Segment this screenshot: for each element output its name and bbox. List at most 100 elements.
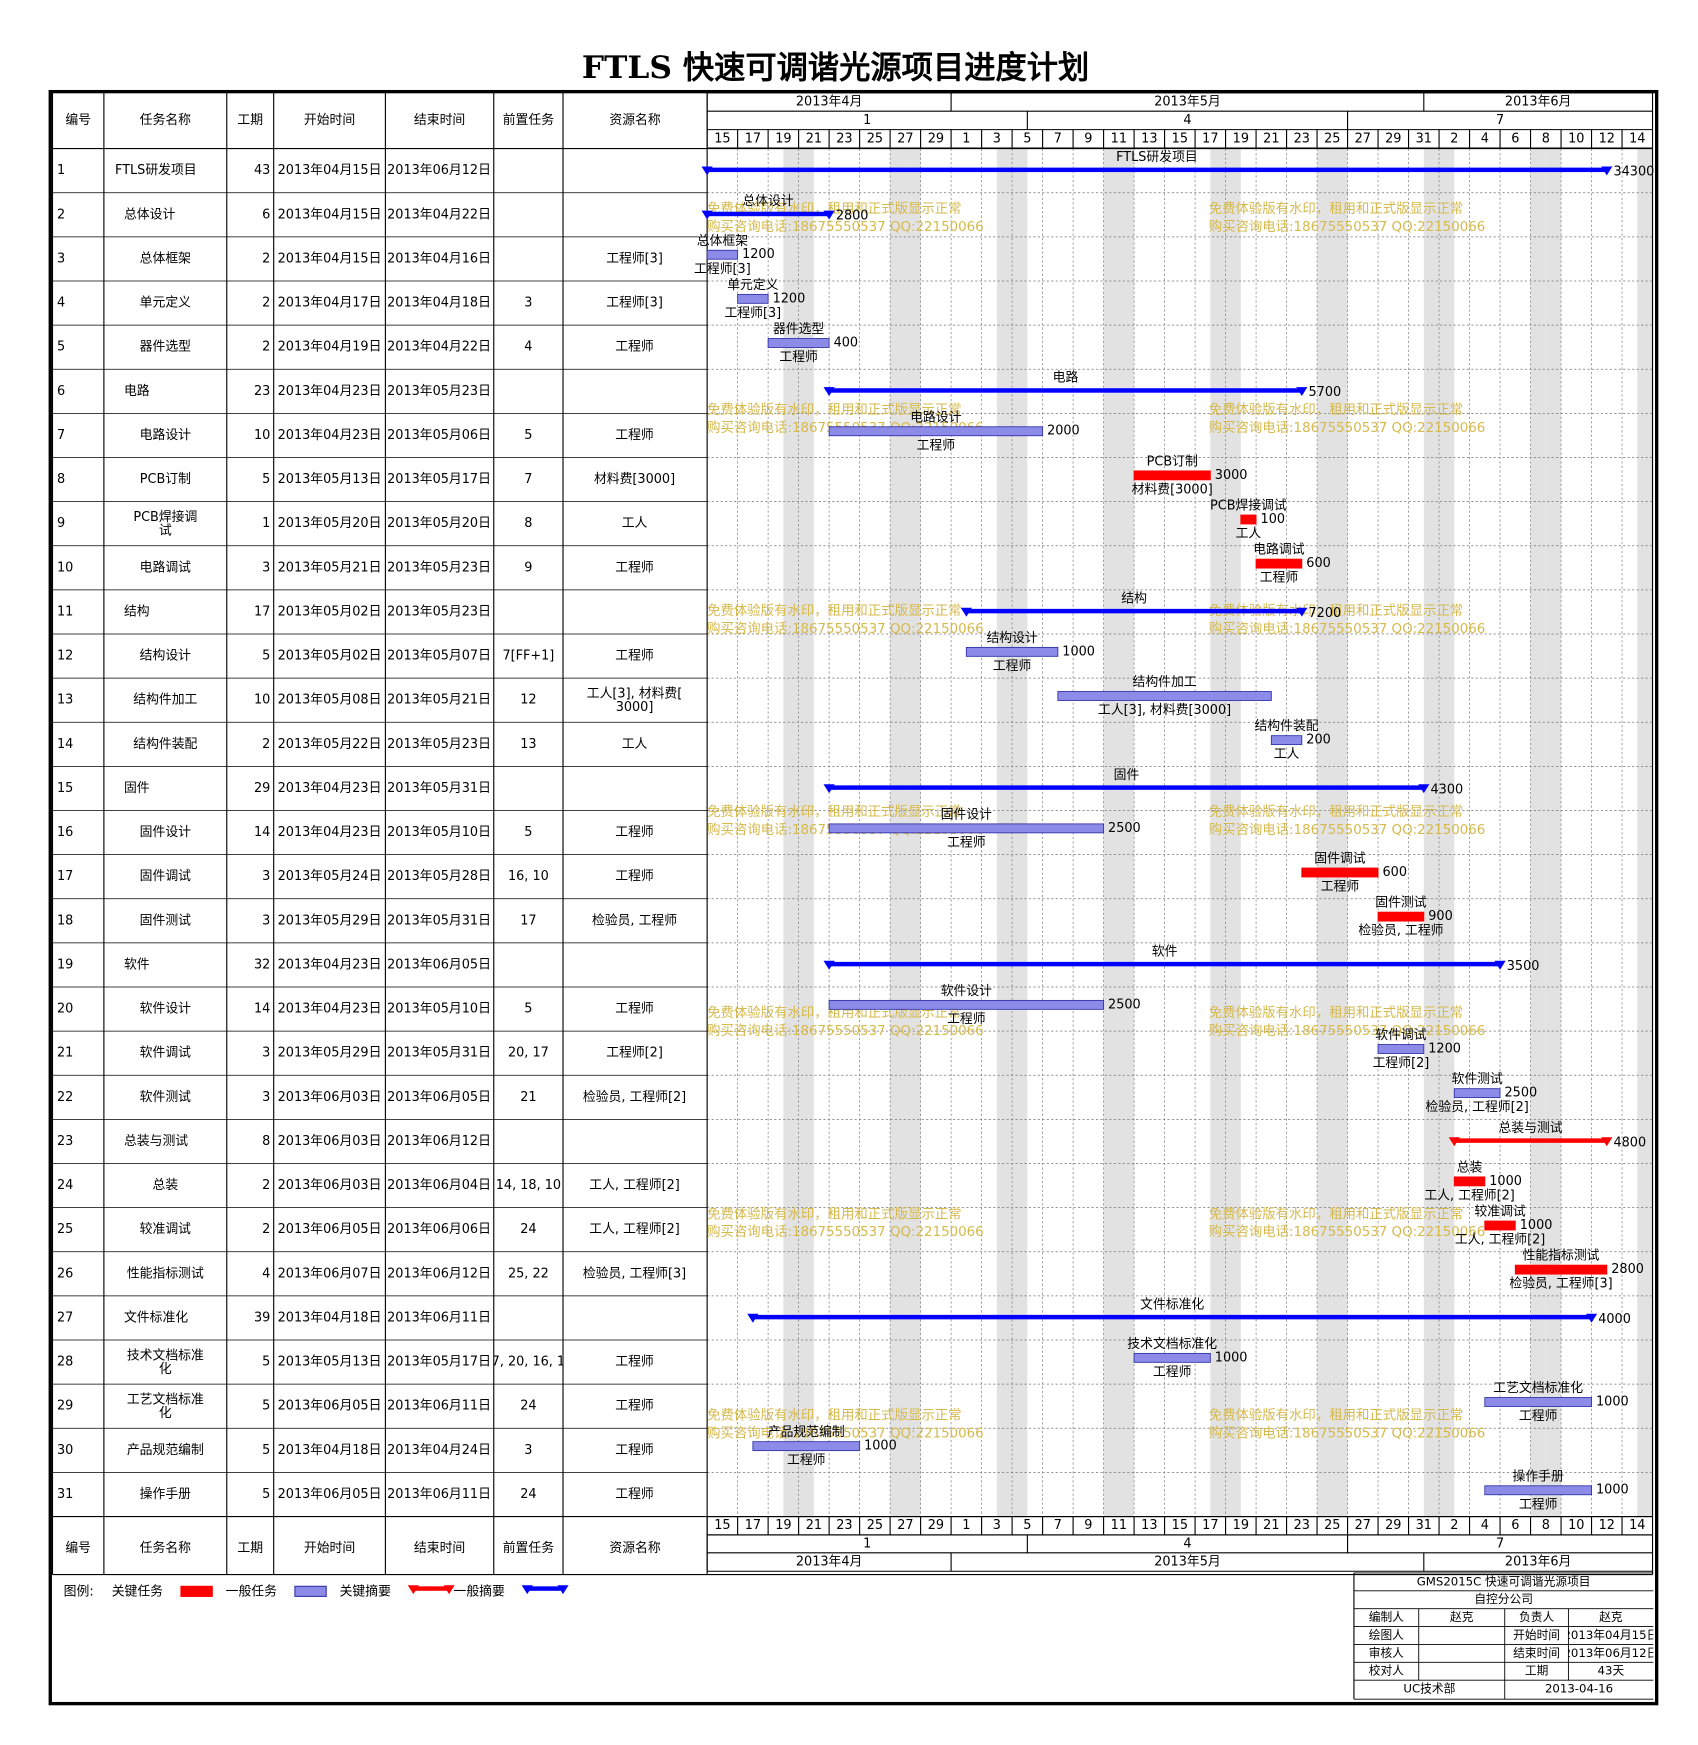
bar-cost: 5700 [1309,385,1342,400]
task-predecessor: 14, 18, 10 [496,1178,561,1193]
task-start: 2013年04月23日 [278,384,382,399]
task-bar [1240,514,1257,525]
month-label: 2013年4月 [796,94,862,109]
task-duration: 3 [262,913,270,928]
footer-cell: 赵克 [1450,1610,1474,1624]
weekend-shade [1423,148,1440,1517]
day-label: 29 [928,131,944,146]
bar-cost: 2500 [1505,1086,1538,1101]
task-end: 2013年05月23日 [387,384,491,399]
task-bar [1453,1088,1501,1099]
task-resource: 工程师 [615,560,654,575]
bar-cost: 4800 [1613,1135,1646,1150]
day-label: 7 [1054,131,1062,146]
watermark: 购买咨询电话:18675550537 QQ:22150066 [707,219,984,235]
bar-label: 操作手册 [1513,1468,1564,1484]
day-label: 19 [775,131,791,146]
task-end: 2013年04月18日 [387,296,491,311]
task-end: 2013年06月05日 [387,1090,491,1105]
task-end: 2013年04月24日 [387,1443,491,1458]
bar-label: 软件设计 [941,984,992,999]
watermark: 免费体验版有水印，租用和正式版显示正常 [1209,804,1463,820]
weekend-shade [1225,148,1241,1517]
bar-resource: 检验员, 工程师[2] [1426,1099,1529,1115]
task-start: 2013年05月29日 [278,1046,382,1061]
footer-cell: 编制人 [1369,1610,1404,1624]
month-label: 2013年6月 [1505,94,1571,109]
footer-cell: 校对人 [1369,1664,1404,1678]
task-end: 2013年05月23日 [387,737,491,752]
task-id: 7 [57,428,65,443]
bar-cost: 1200 [773,291,806,306]
footer-cell: 赵克 [1599,1610,1623,1624]
task-duration: 29 [254,781,270,796]
task-start: 2013年04月23日 [278,781,382,796]
task-end: 2013年04月22日 [387,207,491,222]
task-name: 结构 [124,604,150,619]
bar-cost: 3000 [1215,468,1248,483]
watermark: 免费体验版有水印，租用和正式版显示正常 [1209,1005,1463,1021]
task-name: 结构件加工 [133,693,197,708]
task-name: FTLS研发项目 [115,162,197,178]
summary-bar [829,785,1424,790]
footer-dept: UC技术部 [1403,1682,1455,1696]
task-start: 2013年06月07日 [278,1266,382,1281]
watermark: 购买咨询电话:18675550537 QQ:22150066 [1209,1023,1486,1039]
task-duration: 5 [262,1487,270,1502]
task-predecessor: 13 [520,737,536,752]
watermark: 免费体验版有水印，租用和正式版显示正常 [707,1206,961,1222]
day-label: 19 [775,1518,791,1533]
column-header: 工期 [237,113,263,128]
watermark: 免费体验版有水印，租用和正式版显示正常 [1209,201,1463,217]
bar-resource: 工程师 [779,350,818,365]
week-label: 4 [1183,113,1191,128]
task-bar [737,293,769,304]
task-id: 1 [57,163,65,178]
bar-resource: 工程师[3] [725,306,782,321]
day-label: 21 [1263,1518,1279,1533]
task-name: 结构设计 [140,649,191,664]
task-name: PCB焊接调试 [133,508,197,537]
task-resource: 工人, 工程师[2] [589,1178,679,1193]
day-label: 5 [1023,131,1031,146]
task-start: 2013年04月15日 [278,207,382,222]
task-end: 2013年05月28日 [387,869,491,884]
task-id: 2 [57,207,65,222]
day-label: 5 [1023,1518,1031,1533]
summary-bar [829,961,1501,967]
day-label: 29 [1385,1518,1401,1533]
day-label: 19 [1233,131,1249,146]
task-bar [1301,867,1379,878]
task-name: 电路调试 [140,559,191,575]
weekend-shade [1637,148,1653,1517]
footer-cell: 2013年06月12日 [1563,1646,1658,1660]
task-name: PCB订制 [140,472,191,487]
bar-resource: 工程师 [787,1453,826,1468]
bar-label: 固件测试 [1375,896,1426,911]
bar-cost: 200 [1306,733,1331,748]
task-id: 28 [57,1355,73,1370]
task-duration: 2 [262,296,270,311]
task-end: 2013年05月31日 [387,781,491,796]
task-bar [1133,470,1211,481]
task-name: 软件设计 [140,1002,191,1017]
task-resource: 工人[3], 材料费[3000] [587,686,682,714]
bar-label: 性能指标测试 [1523,1249,1600,1264]
task-end: 2013年05月23日 [387,604,491,619]
task-start: 2013年05月20日 [278,516,382,531]
task-bar [1484,1485,1592,1496]
bar-resource: 工程师[3] [694,262,751,277]
task-duration: 43 [254,163,270,178]
bar-cost: 1000 [864,1439,897,1454]
column-header-bottom: 资源名称 [609,1540,660,1556]
bar-cost: 1000 [1489,1174,1522,1189]
task-predecessor: 12 [520,693,536,708]
task-predecessor: 9 [524,560,532,575]
task-duration: 10 [254,428,270,443]
task-end: 2013年06月12日 [387,1266,491,1281]
watermark: 免费体验版有水印，租用和正式版显示正常 [707,804,961,820]
day-label: 17 [745,131,761,146]
day-label: 12 [1599,1518,1615,1533]
task-duration: 5 [262,472,270,487]
task-start: 2013年05月02日 [278,649,382,664]
